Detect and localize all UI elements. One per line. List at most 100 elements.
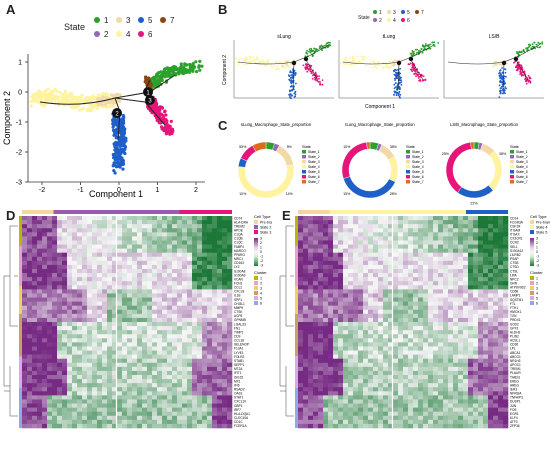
- heat-cell: [187, 415, 193, 421]
- heat-cell: [117, 415, 123, 421]
- heat-cell: [408, 244, 414, 249]
- donut-slice-State_7: [252, 141, 267, 152]
- donut-legend-title: State: [302, 145, 311, 149]
- state-4-cell: [29, 104, 33, 108]
- heat-cell: [82, 289, 88, 294]
- heat-cell: [393, 232, 399, 237]
- heat-cell: [117, 220, 123, 225]
- state-1-cell: [200, 64, 204, 68]
- panel-b-legend-title: State: [358, 15, 370, 21]
- heat-cell: [67, 289, 73, 294]
- heat-cell: [358, 281, 364, 286]
- heat-cell: [77, 354, 83, 359]
- heat-cell: [187, 305, 193, 311]
- heat-cell: [167, 273, 173, 278]
- heat-cell: [162, 244, 168, 249]
- heat-cell: [192, 354, 198, 359]
- heat-cell: [343, 236, 349, 241]
- heat-cell: [152, 395, 158, 400]
- heat-cell: [32, 411, 38, 417]
- state-4-cell: [277, 67, 280, 70]
- heat-cell: [192, 301, 198, 306]
- celltype-annotation: [329, 210, 466, 214]
- heat-cell: [107, 301, 113, 306]
- heat-cell: [142, 236, 148, 241]
- state-6-cell: [516, 69, 519, 72]
- heat-cell: [132, 260, 138, 266]
- heat-cell: [438, 236, 444, 241]
- heat-cell: [77, 244, 83, 249]
- state-4-cell: [351, 57, 354, 59]
- heat-cell: [27, 224, 33, 229]
- state-4-cell: [52, 94, 56, 98]
- state-4-cell: [110, 104, 114, 109]
- heat-cell: [227, 358, 233, 364]
- heat-cell: [187, 301, 193, 306]
- heat-cell: [348, 228, 354, 233]
- heat-cell: [192, 224, 198, 229]
- heat-cell: [32, 403, 38, 408]
- heat-cell: [57, 313, 63, 319]
- heat-cell: [82, 370, 88, 376]
- heat-cell: [122, 264, 128, 270]
- heat-cell: [493, 220, 499, 225]
- heat-cell: [82, 269, 88, 274]
- heat-cell: [378, 240, 384, 245]
- heat-cell: [222, 419, 228, 425]
- heat-cell: [453, 224, 459, 229]
- heat-cell: [192, 285, 198, 290]
- heat-cell: [122, 281, 128, 286]
- heat-cell: [408, 260, 414, 266]
- heat-cell: [67, 309, 73, 315]
- heat-cell: [503, 240, 509, 245]
- row-dendrogram: [3, 225, 18, 417]
- state-4-cell: [371, 66, 373, 69]
- heat-cell: [172, 305, 178, 311]
- heat-cell: [197, 297, 203, 302]
- heat-cell: [127, 224, 133, 229]
- state-3-cell: [392, 60, 394, 63]
- heat-cell: [227, 313, 233, 319]
- heat-cell: [162, 391, 168, 396]
- heat-cell: [57, 305, 63, 311]
- donut-legend-label: State_1: [412, 150, 424, 154]
- heat-cell: [177, 366, 183, 372]
- heat-cell: [132, 228, 138, 233]
- heat-cell: [32, 326, 38, 331]
- heat-cell: [37, 244, 43, 249]
- heat-cell: [222, 366, 228, 372]
- heat-cell: [468, 269, 474, 274]
- heat-cell: [368, 224, 374, 229]
- heat-cell: [142, 224, 148, 229]
- heat-cell: [77, 260, 83, 266]
- heat-cell: [408, 256, 414, 262]
- heat-cell: [192, 334, 198, 339]
- heat-cell: [147, 240, 153, 245]
- heat-cell: [207, 317, 213, 323]
- donut-legend-label: State_4: [412, 165, 424, 169]
- heat-cell: [187, 244, 193, 249]
- heat-cell: [77, 375, 83, 380]
- heat-cell: [72, 423, 78, 429]
- heat-cell: [92, 423, 98, 429]
- heat-cell: [37, 350, 43, 355]
- state-4-cell: [257, 61, 260, 63]
- heat-cell: [468, 244, 474, 249]
- heat-cell: [488, 285, 494, 290]
- heat-cell: [338, 232, 344, 237]
- heat-cell: [388, 256, 394, 262]
- heat-cell: [22, 350, 28, 355]
- heat-cell: [488, 269, 494, 274]
- state-5-cell: [501, 85, 503, 88]
- heat-cell: [443, 228, 449, 233]
- state-legend-item-2: 2: [94, 30, 108, 39]
- gene-label: SPP1: [234, 298, 242, 302]
- heat-cell: [227, 216, 233, 221]
- heat-cell: [52, 419, 58, 425]
- heat-cell: [147, 236, 153, 241]
- heat-cell: [162, 281, 168, 286]
- heat-cell: [87, 391, 93, 396]
- heat-cell: [117, 244, 123, 249]
- heat-cell: [157, 366, 163, 372]
- heat-cell: [363, 289, 369, 294]
